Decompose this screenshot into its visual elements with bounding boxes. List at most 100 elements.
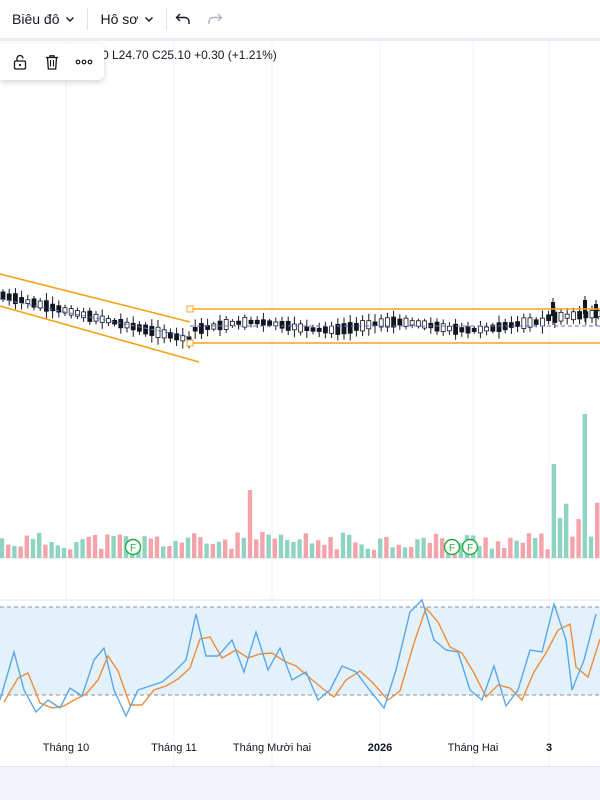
candle-body	[44, 300, 49, 312]
volume-bar	[508, 537, 513, 558]
candle-body	[291, 323, 297, 331]
stoch-d-line	[3, 606, 600, 709]
volume-bar	[30, 538, 36, 558]
volume-bar	[0, 538, 5, 558]
volume-bar	[192, 533, 197, 558]
volume-bar	[92, 534, 98, 558]
candle-body	[192, 326, 198, 332]
candle-body	[12, 293, 18, 305]
unlock-button[interactable]	[6, 48, 34, 76]
volume-bar	[235, 532, 240, 558]
trendline-mid	[0, 298, 191, 338]
volume-bar	[260, 532, 265, 558]
volume-bar	[278, 534, 284, 558]
candle-body	[112, 319, 117, 325]
volume-bar	[49, 541, 54, 558]
candle-body	[508, 322, 514, 328]
candle-body	[229, 320, 235, 327]
chart-menu-label: Biêu đô	[12, 11, 60, 27]
top-toolbar: Biêu đô Hô sơ	[0, 0, 600, 38]
candle-body	[242, 316, 248, 328]
chart-menu-button[interactable]: Biêu đô	[0, 0, 87, 38]
candle-body	[594, 304, 598, 318]
time-axis-label: Tháng Hai	[447, 742, 499, 754]
redo-button[interactable]	[199, 0, 231, 38]
stoch-k-line	[0, 598, 597, 718]
volume-bar	[340, 532, 346, 558]
candle-body	[335, 323, 341, 335]
volume-bar	[582, 414, 587, 558]
volume-bar	[557, 517, 563, 558]
delete-button[interactable]	[38, 48, 66, 76]
time-axis-label: Tháng 11	[151, 742, 197, 754]
volume-bar	[291, 541, 296, 558]
volume-bar	[241, 537, 246, 558]
profile-menu-button[interactable]: Hô sơ	[88, 0, 166, 38]
candle-body	[37, 300, 43, 309]
candle-body	[68, 308, 74, 316]
volume-bar	[322, 544, 327, 558]
candle-body	[279, 320, 285, 329]
volume-bar	[254, 539, 259, 558]
volume-bar	[223, 539, 228, 558]
volume-bar	[371, 549, 377, 558]
event-marker-label: F	[449, 543, 455, 554]
candle-body	[198, 323, 204, 334]
volume-bar	[266, 534, 271, 558]
event-marker-label: F	[467, 543, 473, 554]
candle-body	[558, 311, 564, 322]
volume-bar	[309, 543, 315, 558]
candle-body	[50, 303, 55, 312]
volume-bar	[539, 533, 544, 558]
candle-body	[564, 313, 570, 319]
candle-body	[180, 335, 186, 342]
volume-bar	[43, 544, 48, 558]
time-axis[interactable]: Tháng 10 Tháng 11 Tháng Mười hai 2026 Th…	[0, 736, 600, 764]
event-marker	[461, 538, 479, 556]
volume-bar	[353, 542, 358, 558]
volume-bar	[588, 536, 594, 558]
volume-bar	[440, 538, 445, 558]
volume-bar	[595, 502, 600, 558]
volume-bar	[272, 538, 277, 558]
candle-body	[422, 320, 428, 329]
candle-body	[446, 325, 452, 332]
candle-body	[527, 317, 533, 328]
volume-bar	[161, 546, 166, 558]
unlock-icon	[13, 54, 27, 70]
volume-bar	[247, 490, 253, 558]
candle-body	[25, 299, 31, 304]
candle-body	[236, 320, 242, 325]
volume-bar	[303, 533, 308, 558]
volume-bar	[68, 549, 73, 558]
volume-bar	[316, 540, 321, 558]
undo-icon	[175, 13, 191, 24]
candle-body	[515, 321, 520, 327]
drawing-floating-toolbar	[0, 44, 104, 80]
candle-body	[87, 310, 93, 322]
event-marker	[443, 538, 461, 556]
candle-body	[353, 322, 359, 331]
volume-bar	[117, 534, 122, 558]
candle-body	[571, 311, 576, 321]
candle-body	[155, 326, 161, 339]
volume-bar	[229, 548, 234, 558]
candle-body	[496, 322, 502, 332]
candle-body	[490, 324, 496, 332]
candle-body	[341, 323, 347, 335]
candle-body	[409, 320, 415, 326]
event-marker-label: F	[130, 543, 136, 554]
candle-body	[136, 324, 142, 332]
toolbar-divider	[0, 38, 600, 41]
candle-body	[347, 322, 353, 334]
candle-body	[217, 320, 223, 331]
candle-body	[329, 325, 335, 334]
undo-button[interactable]	[167, 0, 199, 38]
more-options-button[interactable]	[70, 48, 98, 76]
candle-body	[124, 321, 130, 329]
volume-bar	[564, 503, 569, 558]
volume-bar	[204, 543, 209, 558]
volume-bar	[347, 534, 352, 558]
